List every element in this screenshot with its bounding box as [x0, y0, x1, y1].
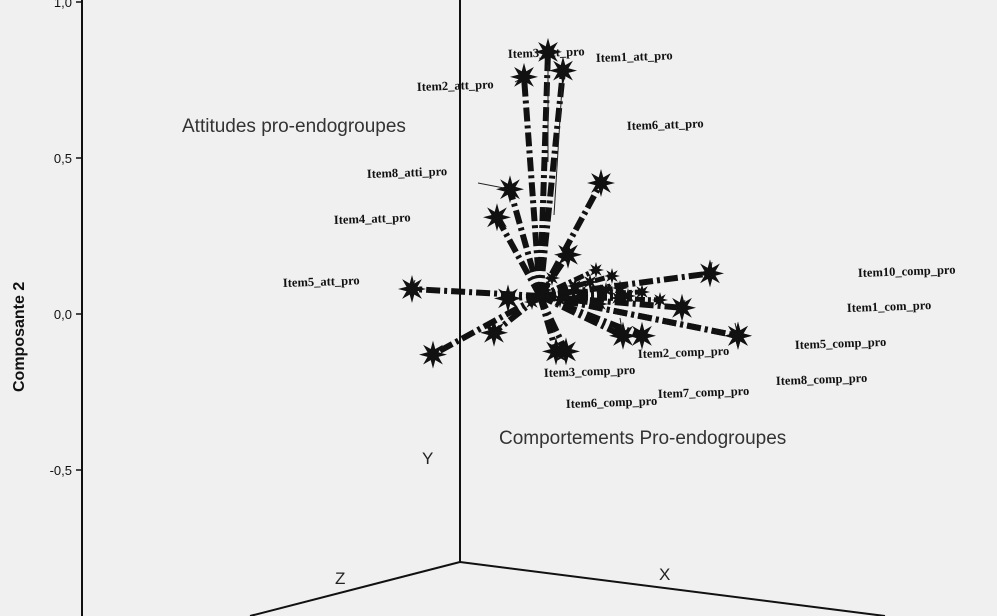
point-marker	[483, 203, 511, 232]
cluster-marker	[588, 262, 604, 278]
point-marker	[480, 318, 508, 347]
point-marker	[587, 169, 615, 197]
point-label: Item5_comp_pro	[795, 335, 887, 352]
cluster-marker	[544, 270, 560, 286]
y-tick-label: 0,0	[54, 307, 72, 322]
point-marker	[628, 321, 656, 350]
loading-spoke	[537, 294, 569, 353]
point-marker	[549, 56, 577, 85]
point-label: Item6_att_pro	[627, 116, 704, 133]
cluster-marker	[598, 282, 614, 298]
y-tick-label: 1,0	[54, 0, 72, 10]
loading-spoke	[537, 181, 604, 298]
cluster-marker	[652, 292, 668, 308]
point-label: Item2_comp_pro	[638, 344, 730, 361]
point-marker	[552, 337, 580, 366]
point-markers	[398, 37, 752, 369]
point-marker	[609, 321, 637, 350]
cluster-marker	[610, 290, 626, 306]
point-marker	[554, 240, 582, 269]
point-label: Item1_com_pro	[847, 298, 932, 315]
loading-spoke	[521, 76, 543, 297]
y-tick-label: -0,5	[50, 463, 72, 478]
point-label: Item8_comp_pro	[776, 371, 868, 388]
plot-axes	[81, 0, 886, 616]
y-tick-label: 0,5	[54, 151, 72, 166]
loading-spoke	[537, 51, 551, 297]
point-label: Item8_atti_pro	[367, 164, 448, 181]
point-marker	[668, 293, 696, 322]
annotation-comportements: Comportements Pro-endogroupes	[499, 428, 786, 449]
cluster-marker	[592, 296, 608, 312]
cluster-marker	[620, 288, 636, 304]
loading-spoke	[507, 188, 543, 297]
x-axis-line	[459, 561, 886, 616]
cluster-marker	[634, 284, 650, 300]
label-leader	[553, 70, 564, 216]
point-label: Item10_comp_pro	[858, 263, 956, 280]
cluster-marker	[552, 292, 568, 308]
point-label: Item3_comp_pro	[544, 363, 636, 380]
annotation-attitudes: Attitudes pro-endogroupes	[182, 116, 406, 137]
cluster-marker	[572, 288, 588, 304]
cluster-marker	[567, 278, 583, 294]
point-marker	[534, 37, 562, 66]
loading-spoke	[411, 286, 541, 299]
point-marker	[496, 175, 524, 204]
point-marker	[724, 321, 752, 350]
point-label: Item1_att_pro	[596, 48, 673, 65]
loading-spoke	[494, 215, 543, 298]
loading-spoke	[537, 70, 566, 297]
cluster-marker	[604, 268, 620, 284]
y-ticks: 1,0 0,5 0,0 -0,5	[50, 0, 82, 478]
cluster-marker	[582, 274, 598, 290]
point-label: Item5_att_pro	[283, 273, 360, 290]
axis-letter-x: X	[659, 565, 670, 584]
loading-spoke	[538, 293, 625, 339]
point-label: Item7_comp_pro	[658, 384, 750, 401]
point-label: Item3_att_pro	[508, 44, 585, 61]
point-marker	[494, 284, 522, 313]
cluster-spoke	[539, 273, 613, 299]
cluster-marker	[524, 294, 540, 310]
point-marker	[398, 275, 426, 303]
axis-letter-y: Y	[422, 449, 433, 468]
loading-spoke	[539, 293, 683, 311]
point-label: Item4_att_pro	[334, 210, 411, 227]
point-label: Item2_att_pro	[417, 77, 494, 94]
y-axis-label: Composante 2	[11, 282, 28, 392]
point-label: Item6_comp_pro	[566, 394, 658, 411]
point-labels: Item3_att_pro Item1_att_pro Item2_att_pro I…	[283, 44, 956, 411]
point-marker	[510, 62, 538, 91]
axis-letter-z: Z	[335, 569, 345, 588]
cluster-spoke	[538, 267, 598, 299]
cluster-marker	[537, 282, 553, 298]
point-marker	[696, 259, 724, 288]
z-axis-line	[249, 561, 461, 616]
point-marker	[419, 340, 447, 369]
